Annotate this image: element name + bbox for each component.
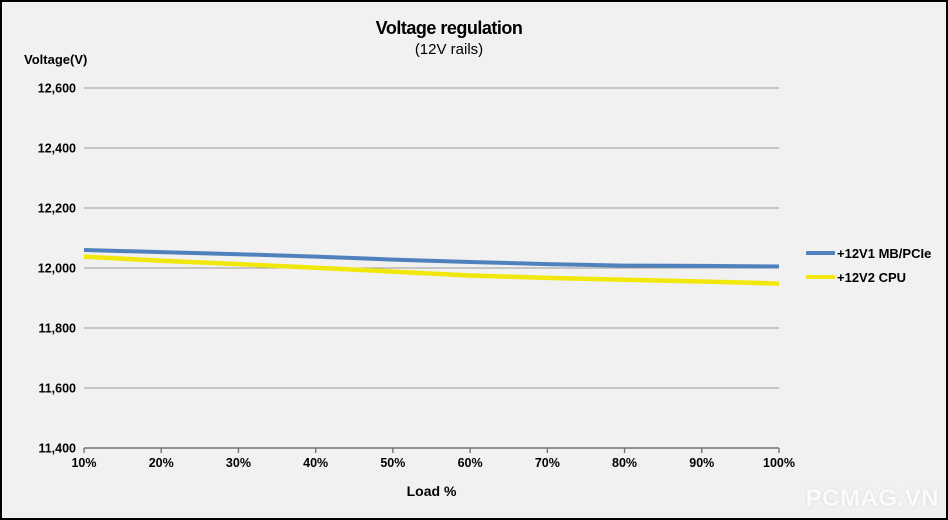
y-tick-label: 12,000	[38, 262, 76, 276]
y-axis-title: Voltage(V)	[24, 52, 88, 67]
series-line-12v2	[83, 254, 780, 286]
x-tick-label: 60%	[458, 456, 483, 470]
chart-subtitle: (12V rails)	[414, 41, 484, 58]
x-tick-label: 50%	[380, 456, 405, 470]
y-tick-label: 11,600	[38, 382, 76, 396]
y-tick-label: 12,400	[38, 142, 76, 156]
legend-item-12v2: +12V2 CPU	[806, 265, 931, 289]
y-tick-label: 11,400	[38, 442, 76, 456]
y-tick-label: 12,200	[38, 202, 76, 216]
x-tick-label: 80%	[612, 456, 637, 470]
series-line-12v1	[83, 248, 780, 269]
title-block: Voltage regulation (12V rails)	[2, 18, 896, 58]
x-tick-label: 70%	[535, 456, 560, 470]
legend-label-12v1: +12V1 MB/PCIe	[837, 245, 932, 261]
x-tick-label: 40%	[303, 456, 328, 470]
x-tick-label: 20%	[149, 456, 174, 470]
legend: +12V1 MB/PCIe +12V2 CPU	[806, 241, 931, 289]
y-tick-label: 11,800	[38, 322, 76, 336]
legend-line-yellow-icon	[806, 275, 835, 279]
x-tick-label: 10%	[71, 456, 96, 470]
x-axis-title: Load %	[406, 483, 457, 499]
y-tick-label: 12,600	[38, 82, 76, 96]
watermark: PCMAG.VN	[805, 485, 939, 512]
x-tick-label: 100%	[763, 456, 795, 470]
legend-item-12v1: +12V1 MB/PCIe	[806, 241, 931, 265]
chart-title: Voltage regulation	[375, 18, 523, 38]
x-tick-label: 30%	[226, 456, 251, 470]
legend-label-12v2: +12V2 CPU	[837, 269, 907, 285]
x-tick-label: 90%	[689, 456, 714, 470]
legend-line-blue-icon	[806, 251, 835, 255]
